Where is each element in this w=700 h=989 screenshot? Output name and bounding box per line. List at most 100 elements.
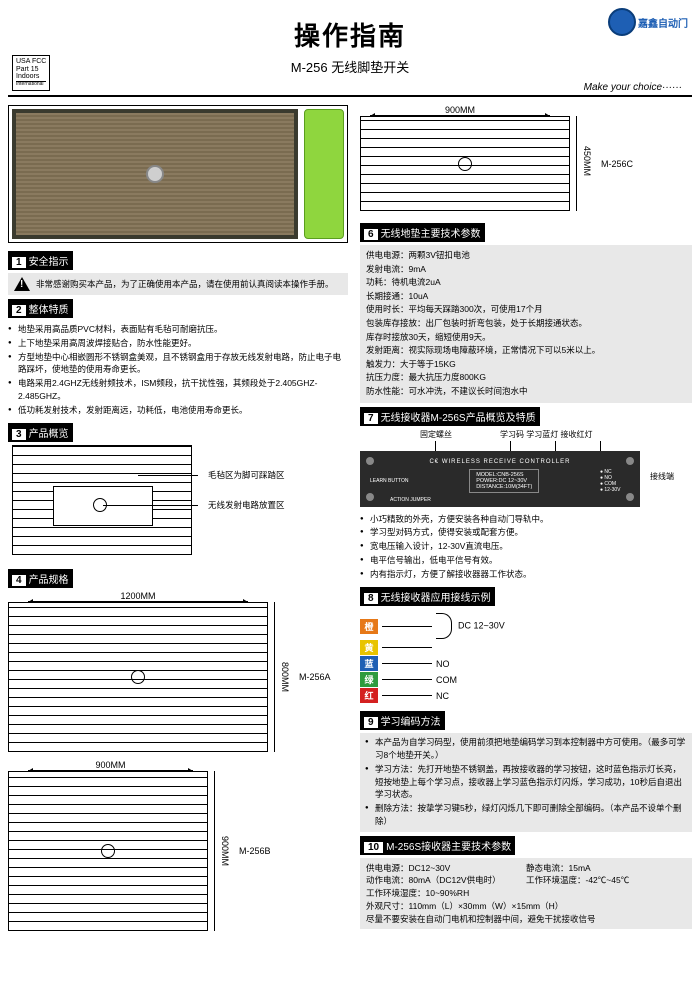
diagram-c [360,116,570,211]
spec-line: 触发力：大于等于15KG [366,358,686,372]
section-3-header: 3产品概览 [8,423,73,442]
wiring-diagram: 橙 DC 12~30V 黄蓝 NO 绿 COM 红 NC [360,613,692,703]
wire-output: NC [436,691,449,701]
section-1-header: 1安全指示 [8,251,73,270]
spec-line: 功耗：待机电流2uA [366,276,686,290]
wire-row: 黄 [360,640,692,655]
wire-color-label: 绿 [360,672,378,687]
section-2-header: 2整体特质 [8,299,73,318]
wire-color-label: 黄 [360,640,378,655]
label-a: M-256A [299,672,331,682]
diagram-b [8,771,208,931]
overview-diagram: 毛毡区为脚可踩踏区 无线发射电路放置区 [8,445,348,565]
list-item: 地垫采用高品质PVC材料，表面贴有毛毡可耐磨抗压。 [8,323,348,336]
badge-l1: USA FCC [16,58,46,66]
dim-c-height: 450MM [582,146,592,176]
dim-b-height: 900MM [220,836,230,866]
circle-icon [458,157,472,171]
wire-row: 橙 DC 12~30V [360,613,692,639]
page-subtitle: M-256 无线脚垫开关 [8,57,692,76]
wire-output: COM [436,675,457,685]
list-item: 宽电压输入设计，12-30V直流电压。 [360,540,692,553]
section-4-header: 4产品规格 [8,569,73,588]
wire-color-label: 橙 [360,619,378,634]
logo-text: 嘉鑫自动门 [638,15,688,30]
dim-a-height: 800MM [280,662,290,692]
list-item: 学习型对码方式，使得安装或配套方便。 [360,526,692,539]
spec-line: 使用时长：平均每天踩踏300次，可使用17个月 [366,303,686,317]
spec-diagram-a: 1200MM 800MM M-256A [8,591,348,752]
circle-icon [131,670,145,684]
badge-l3: Indoors [16,73,46,81]
screw-icon [626,493,634,501]
spec-line: 库存时接放30天，缩短使用9天。 [366,331,686,345]
dim-c-width: 900MM [370,105,550,116]
callout-line-2 [103,505,198,506]
list-item: 删除方法：按挚学习键5秒，绿灯闪烁几下即可删除全部编码。（本产品不设单个删除） [365,802,687,828]
spec-row: 工作环境湿度：10~90%RH [366,887,686,900]
spec-line: 供电电源：两颗3V钮扣电池 [366,249,686,263]
section-8-header: 8无线接收器应用接线示例 [360,587,495,606]
badge-l2: Part 15 [16,66,46,74]
screw-icon [366,457,374,465]
label-b: M-256B [239,846,271,856]
screw-icon [366,493,374,501]
wire-row: 红 NC [360,688,692,703]
logo-icon [608,8,636,36]
wire-color-label: 蓝 [360,656,378,671]
list-item: 电路采用2.4GHZ无线射频技术，ISM频段，抗干扰性强，其频段处于2.405G… [8,377,348,403]
callout-line-1 [138,475,198,476]
screw-icon [626,457,634,465]
mat-photo [12,109,298,239]
learn-button-label: LEARN BUTTON [370,478,409,484]
spec-line: 包装库存接放：出厂包装时折弯包装，处于长期接通状态。 [366,317,686,331]
receiver-diagram: 固定螺丝 学习码 学习蓝灯 接收红灯 C€ WIRELESS RECEIVE C… [360,429,692,507]
diagram-a [8,602,268,752]
warning-text: 非常感谢购买本产品，为了正确使用本产品，请在使用前认真阅读本操作手册。 [36,278,334,290]
remote-photo [304,109,344,239]
mat-button-icon [146,165,164,183]
spec-line: 抗压力度：最大抗压力度800KG [366,371,686,385]
brand-logo: 嘉鑫自动门 [608,8,688,36]
list-item: 电平信号输出，低电平信号有效。 [360,554,692,567]
spec-row: 外观尺寸：110mm（L）×30mm（W）×15mm（H） [366,900,686,913]
spec-line: 发射距离：视实际现场电障蔽环境，正常情况下可以5米以上。 [366,344,686,358]
action-jumper-label: ACTION JUMPER [390,497,431,503]
section-6-specs: 供电电源：两颗3V钮扣电池发射电流：9mA功耗：待机电流2uA长期接通：10uA… [360,245,692,403]
spec-row: 动作电流：80mA（DC12V供电时）工作环境温度：-42℃~45℃ [366,874,686,887]
dim-b-width: 900MM [28,760,193,771]
warning-box: 非常感谢购买本产品，为了正确使用本产品，请在使用前认真阅读本操作手册。 [8,273,348,295]
section-6-header: 6无线地垫主要技术参数 [360,223,485,242]
tagline: Make your choice······ [8,82,692,97]
spec-line: 发射电流：9mA [366,263,686,277]
section-7-list: 小巧精致的外壳，方便安装各种自动门导轨中。学习型对码方式，使得安装或配套方便。宽… [360,511,692,584]
section-9-list: 本产品为自学习码型，使用前须把地垫编码学习到本控制器中方可使用。（最多可学习8个… [360,733,692,831]
product-photo [8,105,348,243]
dim-a-width: 1200MM [28,591,248,602]
circle-icon [101,844,115,858]
section-10-specs: 供电电源：DC12~30V静态电流：15mA动作电流：80mA（DC12V供电时… [360,858,692,930]
callout-terminal: 接线端 [650,471,674,482]
page-title: 操作指南 [8,16,692,53]
spec-line: 长期接通：10uA [366,290,686,304]
wire-color-label: 红 [360,688,378,703]
list-item: 本产品为自学习码型，使用前须把地垫编码学习到本控制器中方可使用。（最多可学习8个… [365,736,687,762]
header: 操作指南 M-256 无线脚垫开关 [8,8,692,76]
spec-row: 供电电源：DC12~30V静态电流：15mA [366,862,686,875]
section-9-header: 9学习编码方法 [360,711,445,730]
callout-learn: 学习码 学习蓝灯 接收红灯 [500,429,592,440]
wire-output: NO [436,659,450,669]
wire-output: DC 12~30V [436,613,505,639]
spec-diagram-c: 900MM 450MM M-256C [360,105,692,211]
spec-line: 防水性能：可水冲洗，不建议长时间泡水中 [366,385,686,399]
list-item: 方型地垫中心相嵌圆形不锈钢盒美观，且不锈钢盒用于存放无线发射电路，防止电子电路踩… [8,351,348,377]
warning-icon [14,277,30,291]
label-c: M-256C [601,159,633,169]
list-item: 内有指示灯，方便了解接收器器工作状态。 [360,568,692,581]
list-item: 低功耗发射技术，发射距离远，功耗低，电池使用寿命更长。 [8,404,348,417]
section-10-header: 10M-256S接收器主要技术参数 [360,836,515,855]
overview-callout-2: 无线发射电路放置区 [208,499,285,511]
overview-callout-1: 毛毡区为脚可踩踏区 [208,469,285,481]
badge-l4: International [16,81,46,88]
section-2-list: 地垫采用高品质PVC材料，表面贴有毛毡可耐磨抗压。上下地垫采用高周波焊接贴合，防… [8,321,348,419]
